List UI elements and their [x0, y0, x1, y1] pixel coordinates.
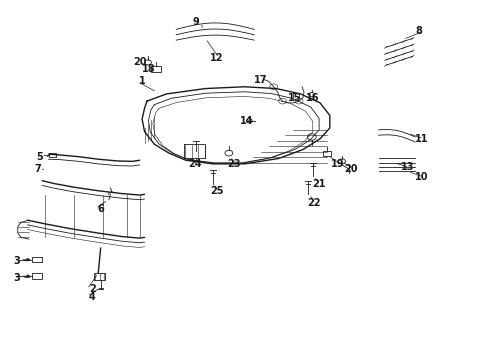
Text: 17: 17	[254, 75, 267, 85]
Bar	[151, 66, 160, 72]
Text: 8: 8	[414, 26, 421, 36]
Text: 11: 11	[414, 134, 428, 144]
Text: 23: 23	[227, 159, 241, 169]
Text: 10: 10	[414, 172, 428, 182]
Text: 3: 3	[13, 256, 20, 266]
Text: 18: 18	[142, 64, 155, 74]
Text: 1: 1	[139, 76, 146, 86]
Bar	[322, 150, 330, 156]
Bar	[94, 273, 105, 280]
Text: 6: 6	[97, 204, 104, 214]
Text: 19: 19	[330, 159, 344, 169]
Text: 4: 4	[89, 292, 96, 302]
Text: 12: 12	[210, 53, 224, 63]
Text: 20: 20	[344, 164, 357, 174]
Bar	[49, 153, 56, 157]
Text: 9: 9	[192, 17, 199, 27]
Text: 5: 5	[36, 152, 42, 162]
Text: 14: 14	[239, 116, 253, 126]
Bar	[32, 257, 42, 262]
Text: 20: 20	[133, 57, 146, 67]
Text: 7: 7	[35, 164, 41, 174]
Text: 24: 24	[188, 159, 202, 169]
Bar	[32, 273, 42, 279]
Text: 15: 15	[288, 93, 301, 103]
Text: 25: 25	[210, 186, 224, 197]
Text: 22: 22	[306, 198, 320, 208]
Text: 2: 2	[89, 284, 96, 294]
Text: 3: 3	[13, 273, 20, 283]
Text: 21: 21	[311, 179, 325, 189]
Text: 16: 16	[305, 93, 318, 103]
Text: 13: 13	[400, 162, 413, 172]
